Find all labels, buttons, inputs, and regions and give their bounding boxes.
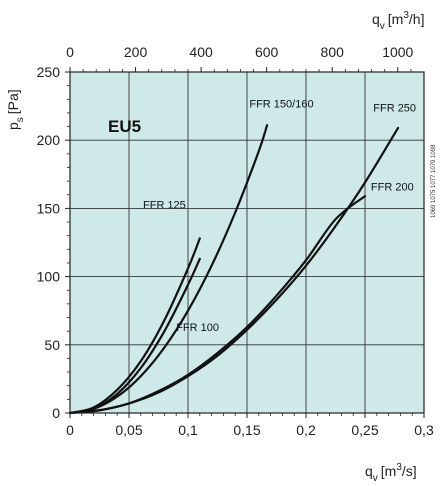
curve-label-ffr-100: FFR 100 (176, 322, 219, 334)
badge-eu5: EU5 (108, 117, 141, 136)
x-tick-label: 0,25 (351, 422, 378, 438)
top-tick-label: 600 (255, 44, 279, 60)
x-tick-label: 0,3 (414, 422, 434, 438)
plot-frame (69, 71, 425, 414)
top-tick-label: 200 (124, 44, 148, 60)
curve-ffr-125 (68, 237, 201, 415)
curve-label-ffr-200: FFR 200 (371, 182, 414, 194)
curve-label-ffr-250: FFR 250 (373, 103, 416, 115)
x-tick-label: 0,1 (178, 422, 198, 438)
curves (68, 124, 400, 415)
y-tick-label: 150 (37, 200, 61, 216)
curve-ffr-150-160 (68, 124, 269, 415)
y-axis-unit: ps[Pa] (5, 89, 26, 130)
y-tick-label: 200 (37, 132, 61, 148)
top-tick-label: 400 (189, 44, 213, 60)
y-tick-label: 100 (37, 269, 61, 285)
top-tick-label: 800 (321, 44, 345, 60)
top-tick-label: 1000 (382, 44, 413, 60)
x-tick-label: 0 (66, 422, 74, 438)
x-tick-label: 0,05 (115, 422, 142, 438)
x-tick-label: 0,2 (296, 422, 316, 438)
curve-label-ffr-150-160: FFR 150/160 (249, 98, 313, 110)
curve-ffr-200 (68, 195, 367, 415)
top-axis-unit: qv [m3/h] (372, 10, 425, 32)
labels: 0 0,05 0,1 0,15 0,2 0,25 0,3 0 50 100 150 200 250 0 20… (37, 44, 434, 438)
y-tick-label: 0 (52, 405, 60, 421)
x-tick-label: 0,15 (233, 422, 260, 438)
side-code: 1069 1075 1077 1079 1098 (431, 144, 437, 218)
top-tick-label: 0 (66, 44, 74, 60)
bottom-axis-unit: qv [m3/s] (365, 462, 417, 484)
curve-label-ffr-125: FFR 125 (143, 199, 186, 211)
y-tick-label: 250 (37, 64, 61, 80)
y-tick-label: 50 (44, 337, 60, 353)
